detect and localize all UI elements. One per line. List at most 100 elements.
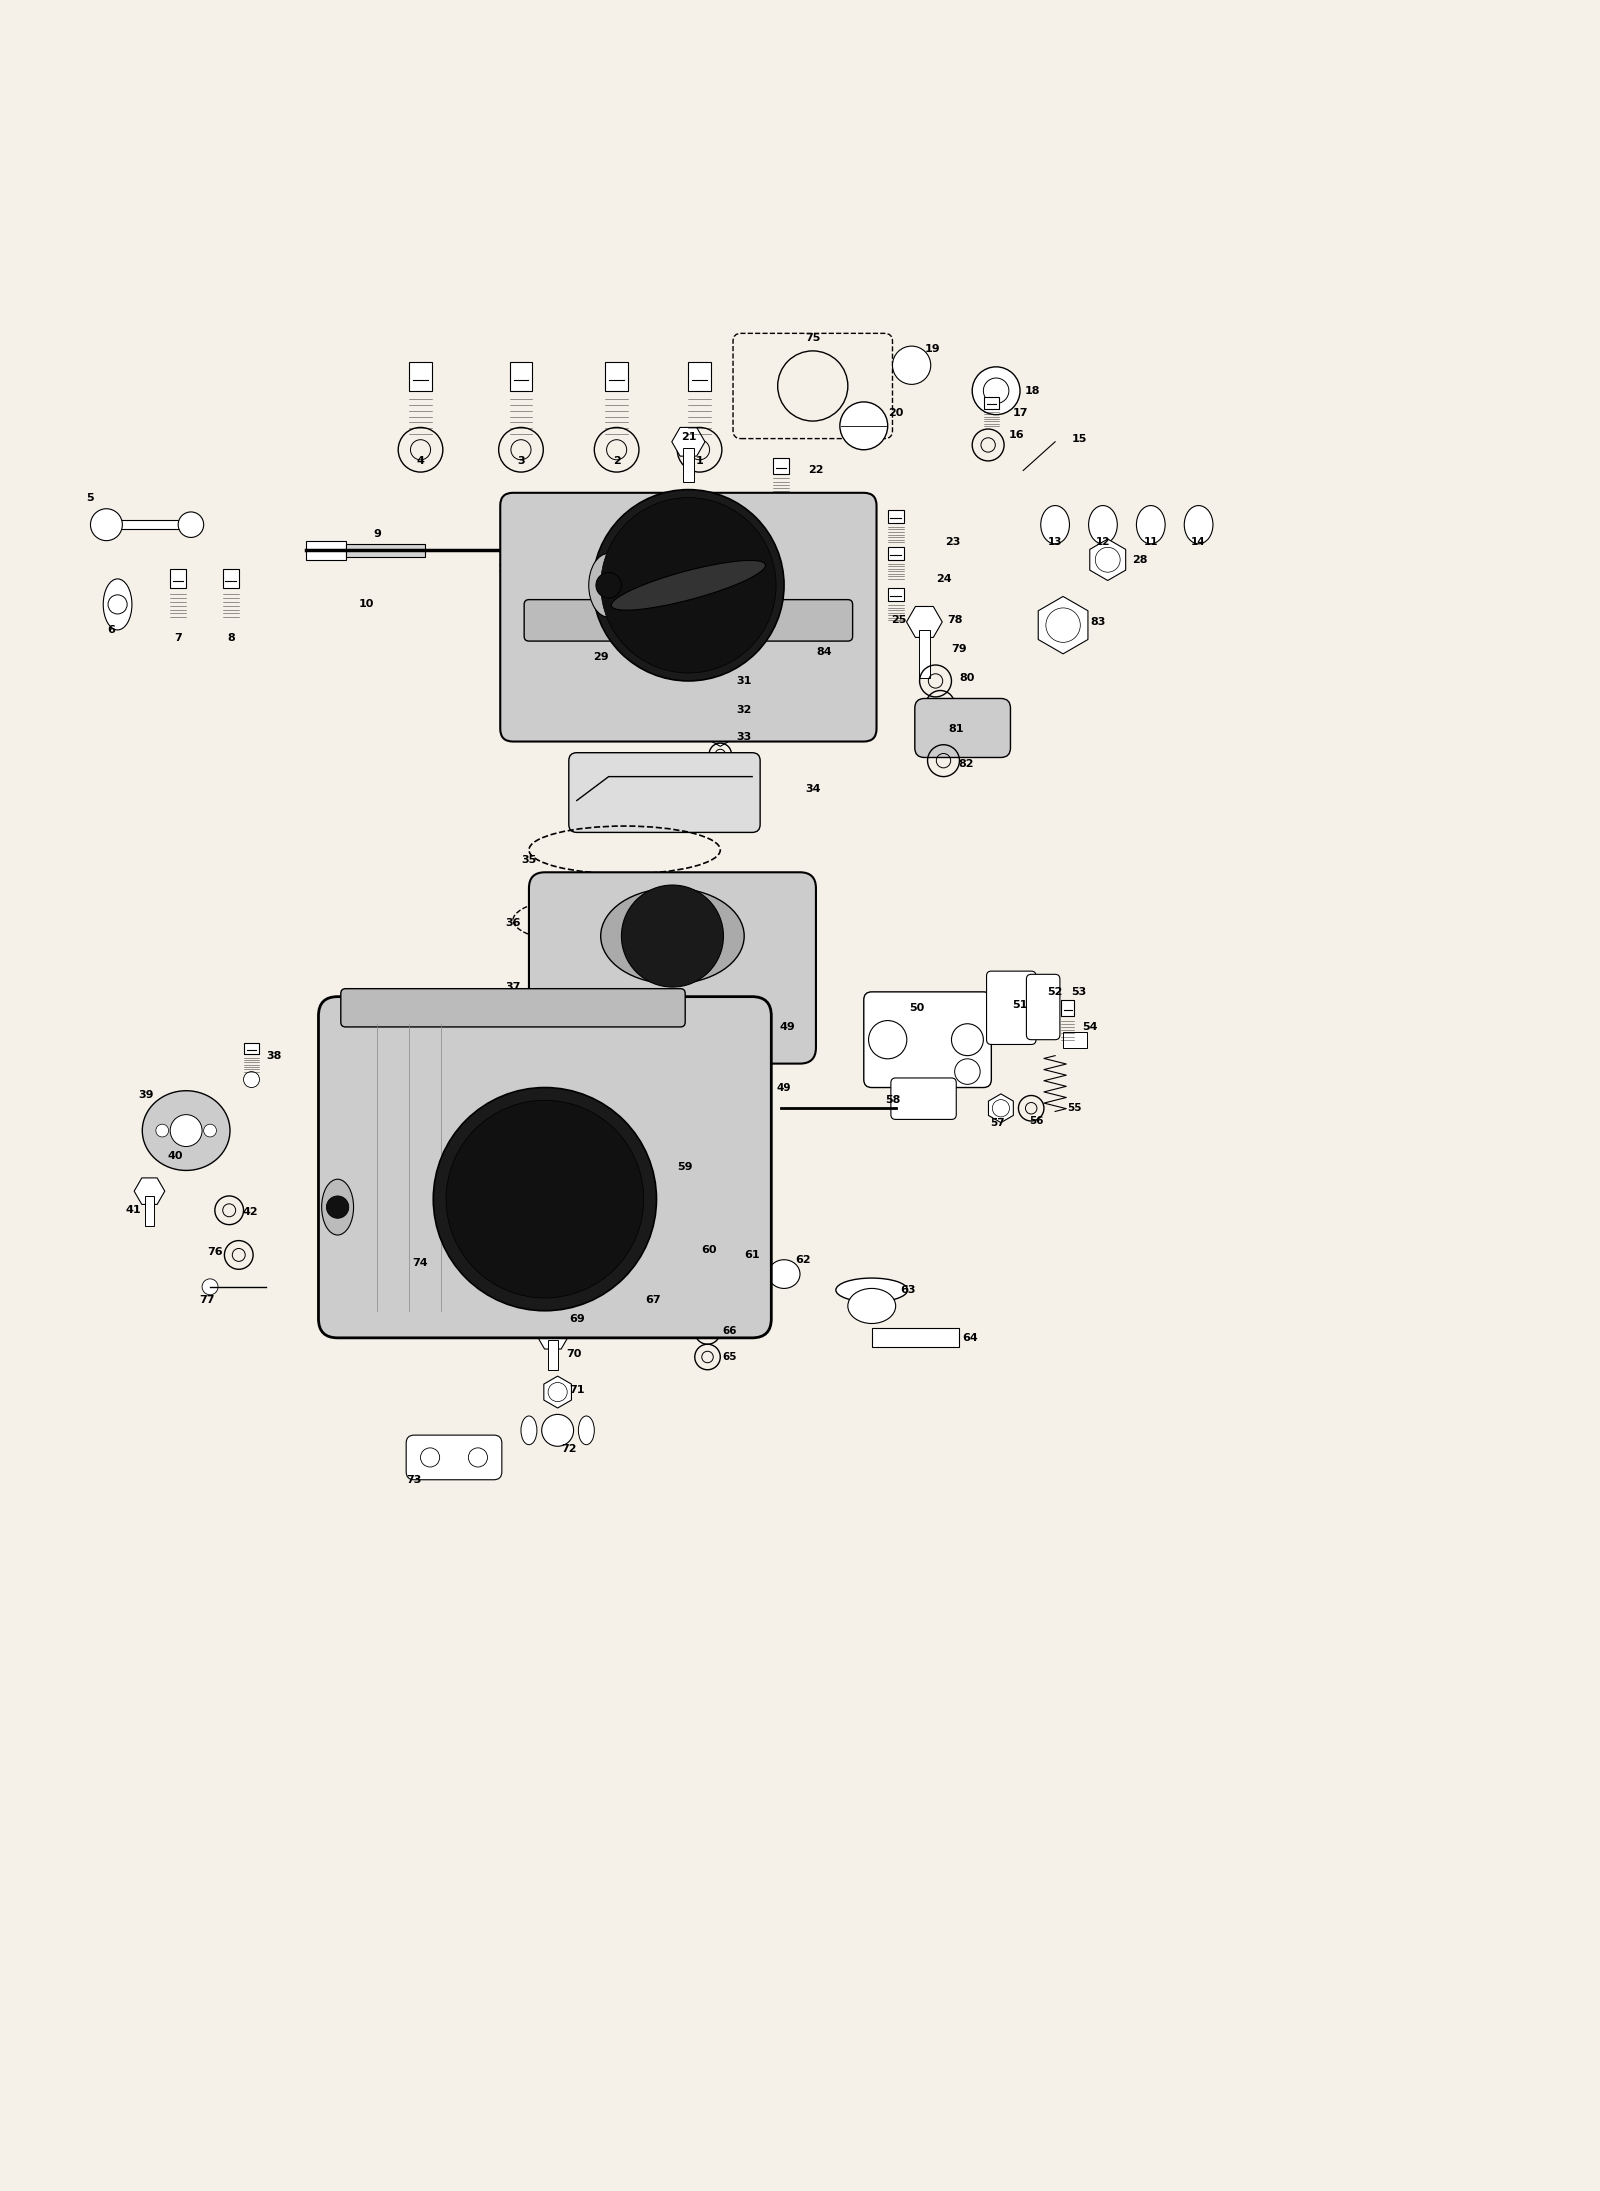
Text: 17: 17 bbox=[1013, 408, 1027, 418]
Text: 35: 35 bbox=[522, 854, 536, 865]
Polygon shape bbox=[888, 548, 904, 559]
Circle shape bbox=[973, 366, 1021, 414]
Polygon shape bbox=[544, 1376, 571, 1409]
Text: 30: 30 bbox=[733, 653, 749, 664]
Ellipse shape bbox=[835, 1277, 907, 1301]
Ellipse shape bbox=[848, 1288, 896, 1323]
Polygon shape bbox=[621, 548, 654, 585]
Text: 36: 36 bbox=[506, 918, 520, 929]
Bar bbox=[306, 541, 346, 559]
Polygon shape bbox=[707, 719, 733, 747]
Text: 52: 52 bbox=[1048, 986, 1062, 997]
Polygon shape bbox=[618, 1017, 630, 1032]
Circle shape bbox=[565, 554, 589, 578]
Circle shape bbox=[326, 1196, 349, 1218]
Polygon shape bbox=[907, 607, 942, 638]
Text: 34: 34 bbox=[805, 784, 821, 795]
Text: 8: 8 bbox=[227, 633, 235, 642]
Polygon shape bbox=[410, 362, 432, 390]
Polygon shape bbox=[1038, 596, 1088, 653]
Text: 10: 10 bbox=[358, 600, 374, 609]
Text: 60: 60 bbox=[701, 1244, 717, 1255]
Circle shape bbox=[421, 1448, 440, 1468]
Polygon shape bbox=[542, 1269, 573, 1304]
Bar bbox=[683, 447, 693, 482]
Bar bbox=[107, 519, 194, 530]
Ellipse shape bbox=[611, 561, 765, 609]
Text: 47: 47 bbox=[576, 1093, 590, 1104]
Text: 1: 1 bbox=[696, 456, 704, 467]
Circle shape bbox=[170, 1115, 202, 1146]
Ellipse shape bbox=[1136, 506, 1165, 543]
Circle shape bbox=[1096, 548, 1120, 572]
Polygon shape bbox=[134, 1179, 165, 1205]
Ellipse shape bbox=[142, 1091, 230, 1170]
Text: 57: 57 bbox=[990, 1117, 1005, 1128]
Text: 23: 23 bbox=[946, 537, 960, 548]
Circle shape bbox=[155, 1124, 168, 1137]
Circle shape bbox=[595, 572, 621, 598]
Circle shape bbox=[547, 1277, 568, 1297]
FancyBboxPatch shape bbox=[891, 1078, 957, 1120]
Text: 82: 82 bbox=[958, 758, 973, 769]
Text: 14: 14 bbox=[1192, 537, 1206, 548]
Circle shape bbox=[434, 1087, 656, 1310]
Text: 16: 16 bbox=[1010, 429, 1024, 440]
Circle shape bbox=[1046, 607, 1080, 642]
Bar bbox=[635, 1304, 646, 1339]
Circle shape bbox=[243, 1071, 259, 1087]
Text: 11: 11 bbox=[1144, 537, 1158, 548]
Circle shape bbox=[992, 1100, 1010, 1117]
Text: 41: 41 bbox=[126, 1205, 141, 1216]
Text: 32: 32 bbox=[736, 706, 752, 714]
Text: 12: 12 bbox=[570, 537, 584, 548]
Text: 37: 37 bbox=[506, 982, 520, 993]
Text: 72: 72 bbox=[562, 1444, 576, 1455]
Text: 7: 7 bbox=[174, 633, 182, 642]
Ellipse shape bbox=[322, 1179, 354, 1236]
Circle shape bbox=[549, 1383, 568, 1402]
Polygon shape bbox=[688, 362, 710, 390]
Text: 21: 21 bbox=[680, 432, 696, 443]
Circle shape bbox=[446, 1100, 643, 1297]
Bar bbox=[765, 1032, 805, 1060]
Ellipse shape bbox=[725, 1255, 754, 1286]
Text: 61: 61 bbox=[744, 1249, 760, 1260]
Text: 22: 22 bbox=[808, 464, 824, 475]
Circle shape bbox=[712, 723, 730, 741]
Text: 59: 59 bbox=[677, 1161, 693, 1172]
Circle shape bbox=[435, 1255, 458, 1280]
Polygon shape bbox=[222, 570, 238, 589]
Text: 81: 81 bbox=[949, 723, 965, 734]
Ellipse shape bbox=[600, 887, 744, 984]
Text: 33: 33 bbox=[736, 732, 752, 743]
Text: 77: 77 bbox=[198, 1295, 214, 1304]
Text: 83: 83 bbox=[1091, 618, 1106, 627]
Text: 63: 63 bbox=[901, 1286, 917, 1295]
Text: 80: 80 bbox=[960, 673, 974, 684]
Bar bbox=[872, 1328, 960, 1347]
Ellipse shape bbox=[1040, 506, 1069, 543]
Text: 11: 11 bbox=[498, 565, 512, 574]
Text: 51: 51 bbox=[1013, 999, 1027, 1010]
Text: 45: 45 bbox=[640, 1021, 656, 1032]
Text: 71: 71 bbox=[570, 1385, 584, 1396]
Bar bbox=[918, 631, 930, 677]
Text: 29: 29 bbox=[594, 653, 608, 662]
Circle shape bbox=[203, 1124, 216, 1137]
Polygon shape bbox=[170, 570, 186, 589]
FancyBboxPatch shape bbox=[1027, 975, 1059, 1041]
Circle shape bbox=[621, 885, 723, 988]
Text: 67: 67 bbox=[645, 1295, 661, 1304]
Text: 20: 20 bbox=[888, 408, 904, 418]
Bar bbox=[144, 1196, 154, 1227]
Polygon shape bbox=[1090, 539, 1126, 581]
Text: 28: 28 bbox=[1131, 554, 1147, 565]
Text: 74: 74 bbox=[413, 1258, 429, 1269]
Polygon shape bbox=[888, 511, 904, 524]
Text: 31: 31 bbox=[736, 677, 752, 686]
Text: 75: 75 bbox=[805, 333, 821, 344]
Circle shape bbox=[984, 379, 1010, 403]
Circle shape bbox=[600, 497, 776, 673]
Text: 65: 65 bbox=[723, 1352, 738, 1363]
